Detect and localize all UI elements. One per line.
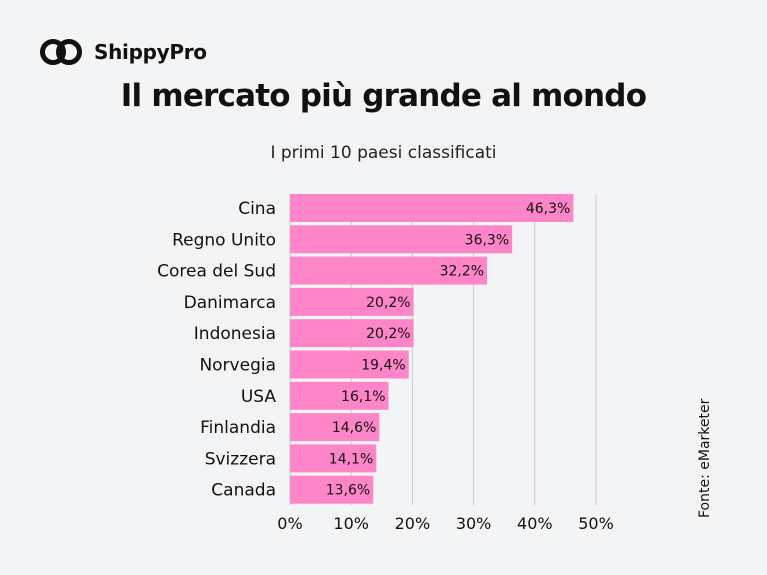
source-note: Fonte: eMarketer [697,398,713,518]
chart-title: Il mercato più grande al mondo [120,78,647,114]
brand-name: ShippyPro [94,40,207,64]
bar [290,413,380,442]
value-label: 19,4% [361,358,405,374]
value-label: 46,3% [526,201,570,217]
bar [290,256,488,285]
value-label: 16,1% [341,389,385,405]
category-label: Norvegia [199,356,276,376]
x-tick-label: 30% [456,514,492,533]
bar [290,225,513,254]
value-label: 20,2% [366,326,410,342]
category-label: Regno Unito [172,230,276,250]
x-tick-label: 40% [517,514,553,533]
bar [290,194,574,222]
value-label: 14,1% [329,451,373,467]
category-label: USA [241,387,277,407]
value-label: 32,2% [440,264,484,280]
x-tick-label: 20% [395,514,431,533]
x-tick-label: 50% [578,514,614,533]
value-label: 14,6% [332,420,376,436]
category-label: Canada [211,481,276,501]
category-label: Corea del Sud [157,262,276,282]
bar [290,475,374,504]
category-label: Indonesia [194,324,276,344]
infinity-link-icon [40,39,82,65]
chart-subtitle: I primi 10 paesi classificati [270,143,497,163]
bar [290,444,377,473]
bar [290,319,414,348]
category-label: Finlandia [200,418,276,438]
value-label: 13,6% [326,483,370,499]
bar [290,287,414,316]
bar [290,350,409,379]
category-label: Svizzera [205,449,276,469]
category-label: Danimarca [184,293,276,313]
brand: ShippyPro [38,37,207,67]
value-label: 20,2% [366,295,410,311]
category-label: Cina [238,199,276,219]
x-tick-label: 0% [277,514,302,533]
x-tick-label: 10% [333,514,369,533]
value-label: 36,3% [465,232,509,248]
bar [290,381,389,410]
